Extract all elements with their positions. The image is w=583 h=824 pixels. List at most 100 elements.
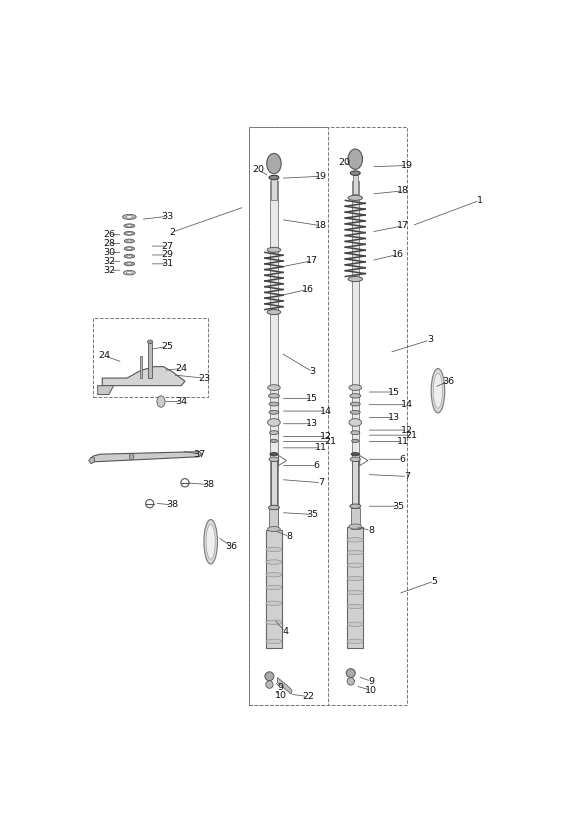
Text: 27: 27: [161, 241, 174, 250]
Text: 11: 11: [396, 437, 409, 446]
Bar: [352, 461, 359, 505]
Ellipse shape: [127, 240, 132, 242]
Circle shape: [157, 396, 165, 407]
Text: 12: 12: [401, 425, 413, 434]
Bar: [352, 181, 359, 524]
Ellipse shape: [348, 195, 363, 200]
Text: 9: 9: [368, 677, 374, 686]
Ellipse shape: [204, 520, 217, 564]
Text: 11: 11: [315, 443, 328, 452]
Text: 36: 36: [225, 541, 237, 550]
Ellipse shape: [269, 176, 279, 180]
Bar: [266, 531, 282, 648]
Text: 3: 3: [309, 368, 315, 377]
Ellipse shape: [267, 310, 281, 315]
Text: 16: 16: [302, 285, 314, 293]
Ellipse shape: [350, 457, 360, 461]
Ellipse shape: [347, 622, 363, 626]
Text: 8: 8: [287, 532, 293, 541]
Ellipse shape: [124, 246, 135, 250]
Text: 18: 18: [315, 222, 328, 230]
Text: 36: 36: [442, 377, 454, 386]
Text: 7: 7: [318, 478, 324, 487]
Circle shape: [129, 453, 134, 460]
Text: 33: 33: [161, 212, 174, 221]
Text: 24: 24: [99, 351, 111, 360]
Text: 8: 8: [368, 526, 374, 535]
Ellipse shape: [350, 171, 360, 176]
Ellipse shape: [351, 452, 359, 456]
Text: 14: 14: [320, 406, 332, 415]
Ellipse shape: [122, 214, 136, 219]
Ellipse shape: [269, 431, 279, 434]
Ellipse shape: [267, 247, 281, 252]
Ellipse shape: [350, 402, 360, 406]
Ellipse shape: [266, 547, 282, 551]
Text: 2: 2: [169, 227, 175, 236]
Text: 17: 17: [306, 256, 318, 265]
Ellipse shape: [347, 604, 363, 609]
Text: 35: 35: [306, 510, 318, 519]
Ellipse shape: [268, 419, 280, 426]
Ellipse shape: [270, 452, 278, 456]
Ellipse shape: [349, 385, 361, 391]
Text: 21: 21: [406, 431, 418, 440]
Text: 32: 32: [103, 265, 115, 274]
Text: 1: 1: [476, 196, 483, 205]
Ellipse shape: [265, 672, 274, 681]
Ellipse shape: [268, 385, 280, 391]
Ellipse shape: [433, 373, 442, 408]
Ellipse shape: [351, 431, 360, 434]
Ellipse shape: [269, 457, 279, 461]
Text: 15: 15: [388, 387, 400, 396]
Ellipse shape: [349, 524, 361, 529]
Ellipse shape: [347, 537, 363, 542]
Text: 14: 14: [401, 400, 413, 410]
Ellipse shape: [206, 524, 215, 559]
Ellipse shape: [352, 439, 359, 442]
Bar: [271, 175, 277, 200]
Polygon shape: [102, 367, 185, 386]
Text: 28: 28: [103, 239, 115, 248]
Text: 19: 19: [315, 171, 328, 180]
Ellipse shape: [269, 394, 279, 398]
Text: 3: 3: [427, 335, 433, 344]
Text: 38: 38: [166, 500, 178, 509]
Ellipse shape: [266, 601, 282, 606]
Text: 29: 29: [161, 250, 174, 260]
Ellipse shape: [127, 225, 132, 227]
Polygon shape: [91, 452, 202, 461]
Circle shape: [348, 149, 363, 169]
Text: 18: 18: [396, 186, 409, 195]
Text: 26: 26: [103, 230, 115, 239]
Text: 25: 25: [161, 342, 174, 351]
Bar: [347, 527, 363, 648]
Ellipse shape: [347, 550, 363, 555]
Bar: [351, 508, 360, 529]
Ellipse shape: [127, 232, 132, 234]
Ellipse shape: [124, 262, 135, 266]
Ellipse shape: [347, 576, 363, 581]
Ellipse shape: [347, 639, 363, 644]
Text: 13: 13: [388, 413, 400, 422]
Text: 19: 19: [401, 161, 413, 170]
Text: 22: 22: [302, 692, 314, 701]
Ellipse shape: [269, 505, 279, 510]
Text: 35: 35: [392, 502, 404, 511]
Text: 17: 17: [396, 222, 409, 230]
Text: 15: 15: [306, 394, 318, 403]
Text: 5: 5: [431, 577, 437, 586]
Ellipse shape: [266, 620, 282, 625]
Ellipse shape: [147, 340, 153, 344]
Ellipse shape: [268, 527, 280, 531]
Text: 9: 9: [278, 683, 284, 692]
Ellipse shape: [124, 270, 135, 275]
Ellipse shape: [346, 668, 355, 677]
Bar: [271, 181, 278, 524]
Ellipse shape: [350, 410, 360, 414]
Ellipse shape: [124, 224, 135, 227]
Bar: [249, 128, 407, 705]
Ellipse shape: [269, 410, 279, 414]
Ellipse shape: [124, 239, 134, 243]
Polygon shape: [89, 457, 94, 464]
